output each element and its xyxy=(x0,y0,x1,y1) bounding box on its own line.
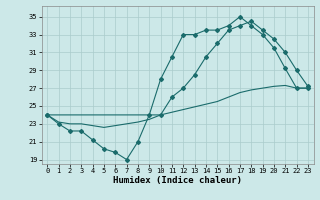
X-axis label: Humidex (Indice chaleur): Humidex (Indice chaleur) xyxy=(113,176,242,185)
